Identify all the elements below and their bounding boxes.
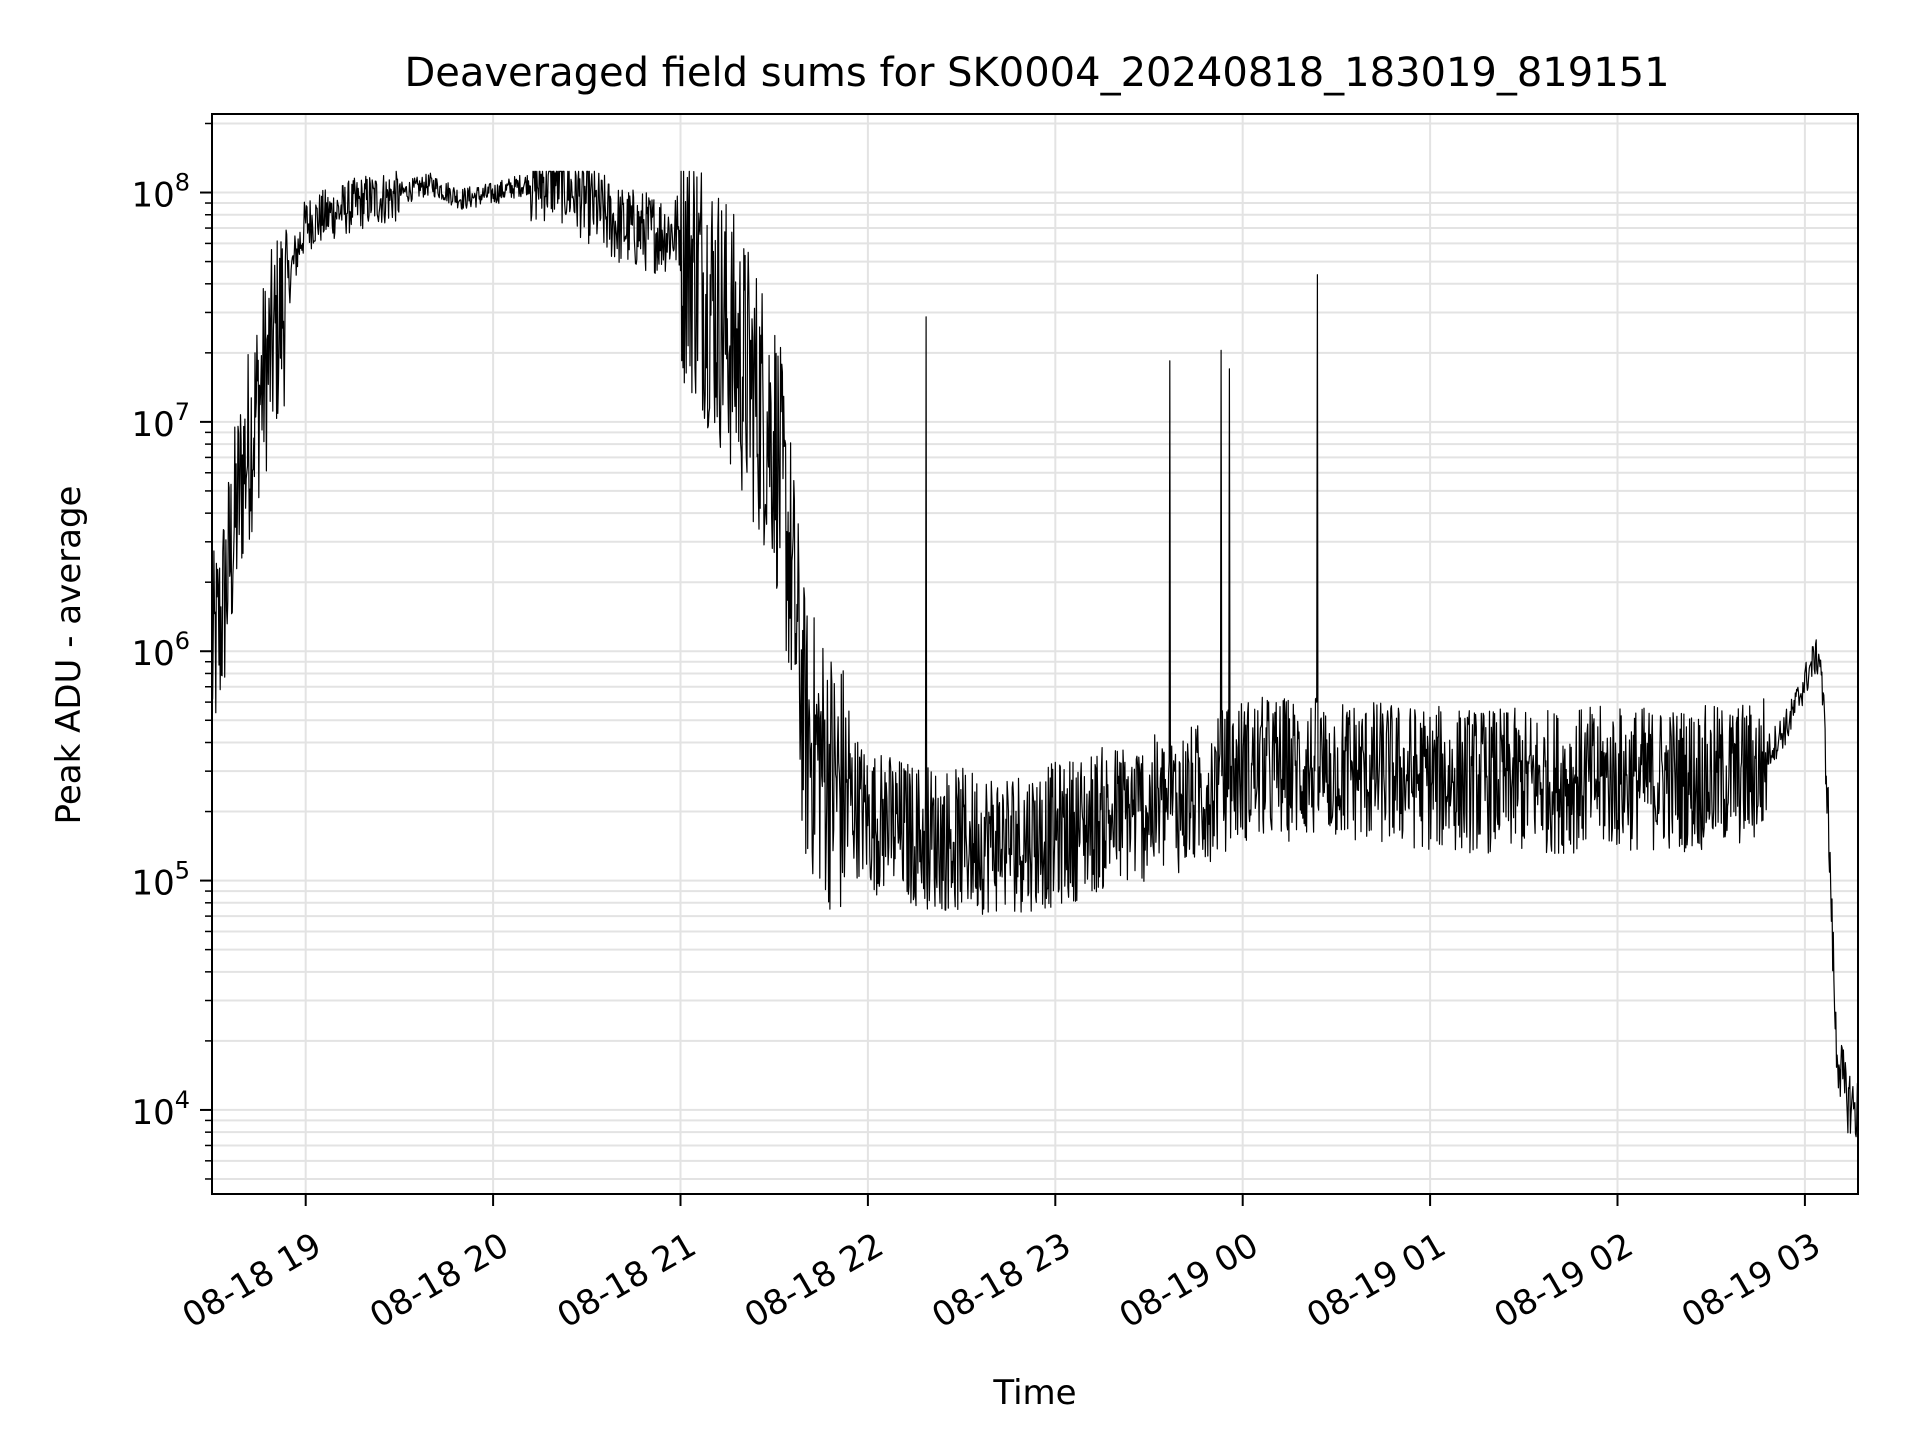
x-tick-label: 08-19 03 [1675, 1225, 1827, 1336]
x-tick-label: 08-19 02 [1488, 1225, 1640, 1336]
x-axis: 08-18 19 08-18 20 08-18 21 08-18 22 08-18 23… [176, 1194, 1827, 1336]
series-line-0 [211, 170, 1859, 1138]
x-axis-label: Time [992, 1373, 1076, 1413]
plot-frame [211, 113, 1859, 1195]
x-tick-label: 08-18 19 [176, 1225, 328, 1336]
y-tick-label: 105 [131, 857, 190, 904]
x-tick-label: 08-18 21 [551, 1225, 703, 1336]
y-tick-label: 104 [131, 1086, 190, 1133]
y-axis: 104 105 106 107 108 [131, 122, 212, 1180]
y-tick-label: 108 [131, 169, 190, 216]
data-layer [211, 170, 1859, 1138]
grid [212, 114, 1858, 1194]
y-tick-label: 106 [131, 627, 190, 674]
x-tick-label: 08-19 01 [1300, 1225, 1452, 1336]
x-tick-label: 08-18 20 [363, 1225, 515, 1336]
x-tick-label: 08-18 22 [738, 1225, 890, 1336]
y-tick-label: 107 [131, 398, 190, 445]
x-tick-label: 08-18 23 [925, 1225, 1077, 1336]
y-axis-label: Peak ADU - average [49, 486, 89, 825]
x-tick-label: 08-19 00 [1113, 1225, 1265, 1336]
chart-title: Deaveraged field sums for SK0004_2024081… [404, 50, 1669, 96]
